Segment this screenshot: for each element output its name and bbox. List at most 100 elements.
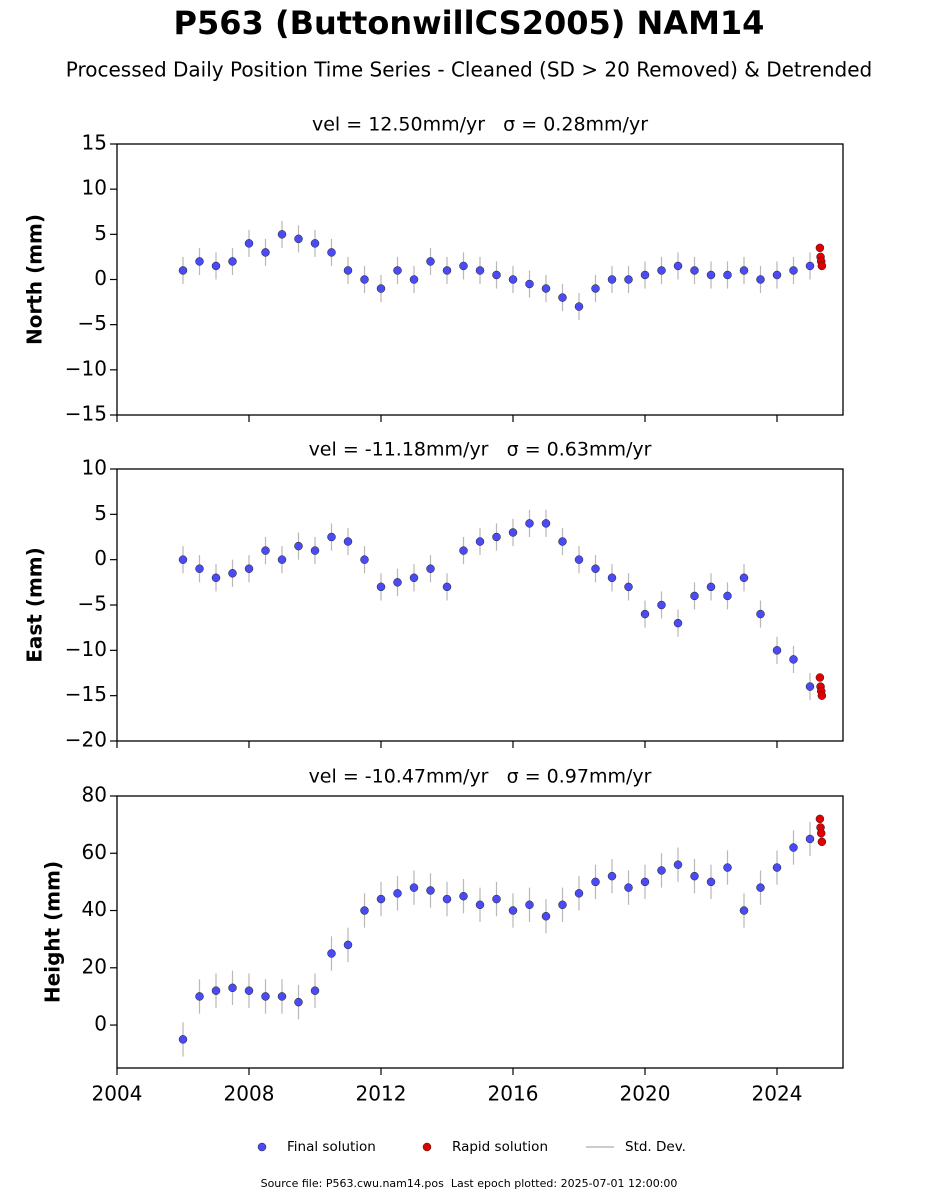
final-point [772, 270, 782, 280]
final-point [591, 564, 600, 573]
y-tick-label: −15 [65, 682, 107, 706]
y-tick-label: 5 [94, 221, 107, 245]
legend-marker [257, 1142, 267, 1152]
final-point [690, 591, 699, 601]
final-point [426, 886, 435, 895]
final-point [475, 900, 485, 910]
legend-label: Std. Dev. [625, 1139, 686, 1155]
y-tick-label: 40 [82, 897, 107, 921]
final-point [195, 992, 204, 1001]
y-tick-label: −10 [65, 637, 107, 661]
final-point [657, 266, 666, 275]
final-point [459, 261, 468, 271]
final-point [756, 883, 765, 892]
final-point [178, 555, 188, 564]
final-point [195, 564, 204, 573]
final-point [261, 992, 270, 1001]
final-point [475, 266, 485, 275]
rapid-point [816, 828, 826, 838]
final-point [706, 582, 716, 592]
final-point [343, 537, 353, 546]
legend-label: Final solution [287, 1139, 376, 1155]
final-point [343, 266, 353, 275]
final-point [541, 912, 551, 921]
final-point [558, 293, 567, 302]
plot-area [178, 220, 827, 321]
final-point [442, 266, 452, 275]
final-point [393, 889, 402, 898]
final-point [211, 573, 221, 583]
axes-frame [116, 795, 844, 1069]
y-tick-label: 10 [82, 456, 107, 480]
y-tick-label: 0 [94, 546, 107, 570]
final-point [310, 546, 320, 555]
y-tick-label: 60 [82, 840, 107, 864]
panel-title: vel = -11.18mm/yr σ = 0.63mm/yr [309, 439, 652, 461]
panel-title: vel = -10.47mm/yr σ = 0.97mm/yr [309, 766, 652, 788]
final-point [541, 284, 551, 293]
final-point [640, 609, 650, 619]
final-point [673, 860, 683, 869]
final-point [739, 906, 749, 915]
final-point [756, 609, 765, 619]
final-point [657, 600, 666, 610]
final-point [591, 877, 600, 887]
final-point [409, 573, 419, 583]
final-point [178, 1035, 188, 1044]
plot-area [178, 814, 827, 1057]
final-point [228, 257, 237, 266]
y-tick-label: −20 [65, 728, 107, 752]
final-point [426, 564, 435, 573]
final-point [574, 302, 584, 311]
x-tick-label: 2024 [752, 1082, 803, 1106]
rapid-point [817, 837, 827, 847]
final-point [640, 877, 650, 887]
y-axis-label: North (mm) [23, 214, 47, 345]
y-tick-label: 0 [94, 1012, 107, 1036]
final-point [244, 564, 254, 573]
final-point [739, 573, 749, 583]
final-point [525, 900, 534, 910]
axes-frame [116, 468, 844, 742]
final-point [525, 519, 534, 528]
final-point [228, 983, 237, 993]
final-point [343, 940, 353, 950]
final-point [277, 992, 287, 1001]
final-point [442, 582, 452, 592]
rapid-point [815, 243, 825, 253]
final-point [739, 266, 749, 275]
figure-subtitle: Processed Daily Position Time Series - C… [66, 58, 872, 82]
final-point [673, 618, 683, 628]
final-point [805, 682, 815, 691]
final-point [195, 257, 204, 266]
legend-marker [422, 1142, 432, 1152]
final-point [294, 234, 303, 244]
final-point [475, 537, 485, 546]
y-tick-label: 20 [82, 954, 107, 978]
final-point [541, 519, 551, 528]
final-point [657, 866, 666, 875]
final-point [376, 582, 386, 592]
final-point [805, 834, 815, 844]
x-tick-label: 2016 [488, 1082, 539, 1106]
final-point [723, 863, 732, 872]
final-point [690, 266, 699, 275]
final-point [360, 555, 369, 564]
axes-frame [116, 143, 844, 416]
final-point [706, 270, 716, 280]
rapid-point [817, 691, 827, 700]
final-point [426, 257, 435, 266]
panel-title: vel = 12.50mm/yr σ = 0.28mm/yr [312, 114, 648, 136]
rapid-point [815, 673, 825, 682]
final-point [492, 270, 501, 280]
final-point [178, 266, 188, 275]
final-point [244, 239, 254, 248]
final-point [508, 906, 518, 915]
final-point [261, 248, 270, 257]
final-point [607, 573, 617, 583]
final-point [409, 275, 419, 284]
final-point [459, 891, 468, 901]
y-tick-label: 0 [94, 266, 107, 290]
final-point [789, 266, 798, 275]
final-point [624, 582, 633, 592]
